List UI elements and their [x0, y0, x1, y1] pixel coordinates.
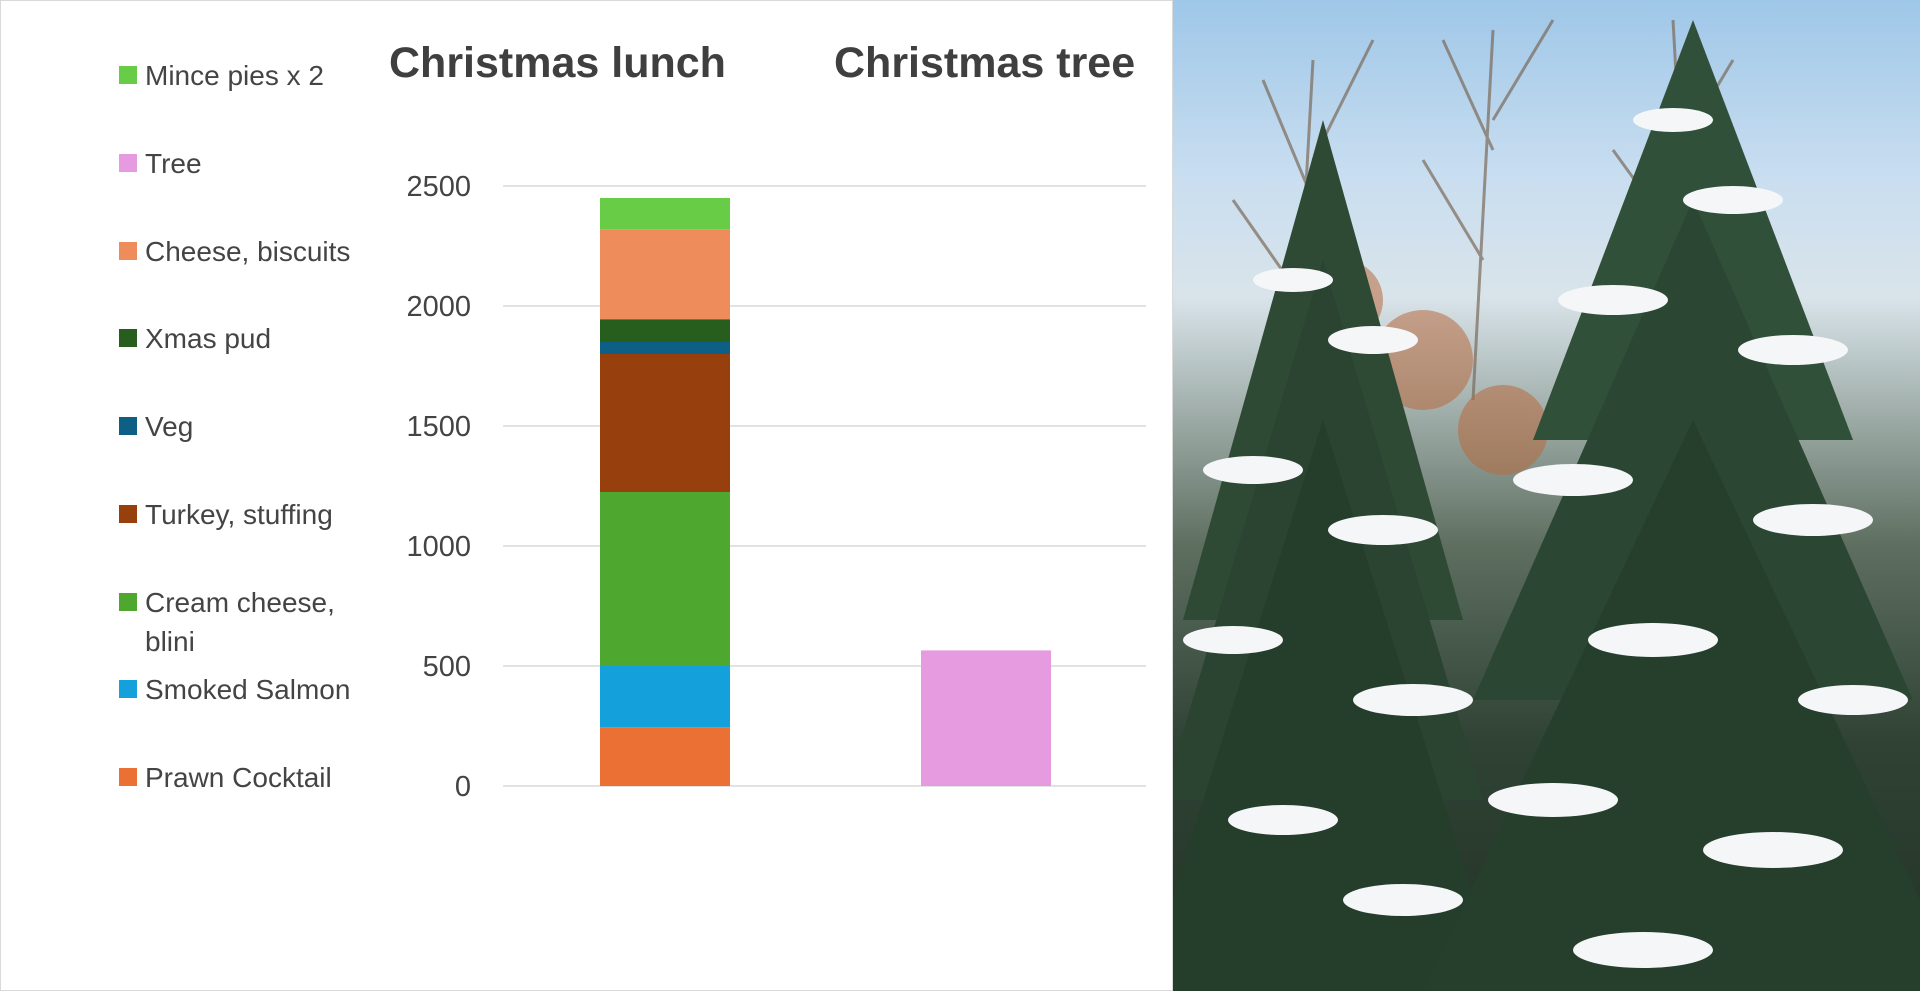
y-tick-label: 2000: [406, 291, 471, 323]
plot-area: 0 500 1000 1500 2000 2500: [406, 171, 1146, 803]
legend-swatch: [119, 329, 137, 347]
legend-label: Cream cheese, blini: [145, 587, 335, 657]
bar-segment: [600, 229, 730, 320]
legend-label: Mince pies x 2: [145, 60, 324, 91]
y-tick-label: 2500: [406, 171, 471, 203]
bar-segment: [600, 666, 730, 728]
chart-legend: Mince pies x 2 Tree Cheese, biscuits Xmas p…: [1, 1, 381, 992]
bar-segment: [921, 650, 1051, 786]
legend-label: Prawn Cocktail: [145, 762, 332, 793]
legend-label: Cheese, biscuits: [145, 236, 351, 267]
y-tick-label: 500: [423, 651, 471, 683]
y-tick-label: 1000: [406, 531, 471, 563]
chart-panel: Mince pies x 2 Tree Cheese, biscuits Xmas p…: [0, 0, 1173, 991]
y-tick-label: 0: [455, 771, 471, 803]
bar-segment: [600, 354, 730, 492]
legend-label: Turkey, stuffing: [145, 499, 333, 530]
y-tick-label: 1500: [406, 411, 471, 443]
category-title-lunch: Christmas lunch: [389, 39, 726, 87]
bar-segment: [600, 492, 730, 666]
bar-segment: [600, 319, 730, 342]
legend-swatch: [119, 66, 137, 84]
bar-segment: [600, 727, 730, 786]
legend-swatch: [119, 593, 137, 611]
legend-label: Tree: [145, 148, 202, 179]
category-title-tree: Christmas tree: [834, 39, 1136, 87]
legend-swatch: [119, 505, 137, 523]
legend-label: Xmas pud: [145, 323, 272, 354]
legend-swatch: [119, 417, 137, 435]
legend-swatch: [119, 680, 137, 698]
legend-label: Smoked Salmon: [145, 674, 351, 705]
bar-segment: [600, 342, 730, 354]
legend-swatch: [119, 242, 137, 260]
legend-swatch: [119, 768, 137, 786]
snowy-trees-photo: [1173, 0, 1920, 991]
legend-label: Veg: [145, 411, 194, 442]
legend-swatch: [119, 154, 137, 172]
bar-segment: [600, 198, 730, 230]
snowy-trees-illustration: [1173, 19, 1920, 991]
